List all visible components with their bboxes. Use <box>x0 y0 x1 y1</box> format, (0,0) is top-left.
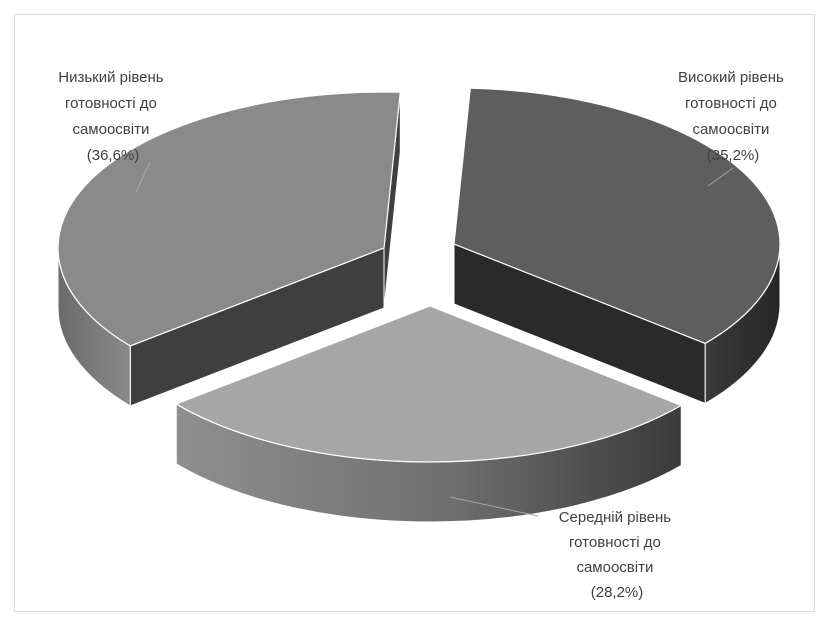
leader-line-mid <box>449 496 539 517</box>
slice-label-line: Середній рівень <box>559 509 672 526</box>
leader-line-high <box>707 167 734 187</box>
pie-slice-top-low <box>57 91 401 347</box>
slice-label-line: Високий рівень <box>678 69 784 86</box>
slice-label-high: Високий рівень готовності до самоосвіти … <box>678 69 788 164</box>
slice-label-line: Низький рівень <box>58 69 163 86</box>
slice-label-line: (35,2%) <box>707 147 760 164</box>
pie-slice-high <box>453 87 781 405</box>
slice-label-line: самоосвіти <box>72 121 149 138</box>
slice-label-low: Низький рівень готовності до самоосвіти … <box>58 69 167 164</box>
pie-slice-low <box>57 91 401 407</box>
pie-slice-mid <box>174 305 683 523</box>
slice-label-line: готовності до <box>685 95 777 112</box>
slice-label-line: готовності до <box>65 95 157 112</box>
pie-slice-top-mid <box>174 305 683 463</box>
slice-label-line: самоосвіти <box>576 559 653 576</box>
slice-label-line: самоосвіти <box>692 121 769 138</box>
slice-label-line: (28,2%) <box>591 584 644 601</box>
pie-slice-top-high <box>453 87 781 345</box>
slice-label-mid: Середній рівень готовності до самоосвіти… <box>559 509 676 601</box>
slice-label-line: готовності до <box>569 534 661 551</box>
slice-label-line: (36,6%) <box>87 147 140 164</box>
leader-line-low <box>135 161 151 193</box>
